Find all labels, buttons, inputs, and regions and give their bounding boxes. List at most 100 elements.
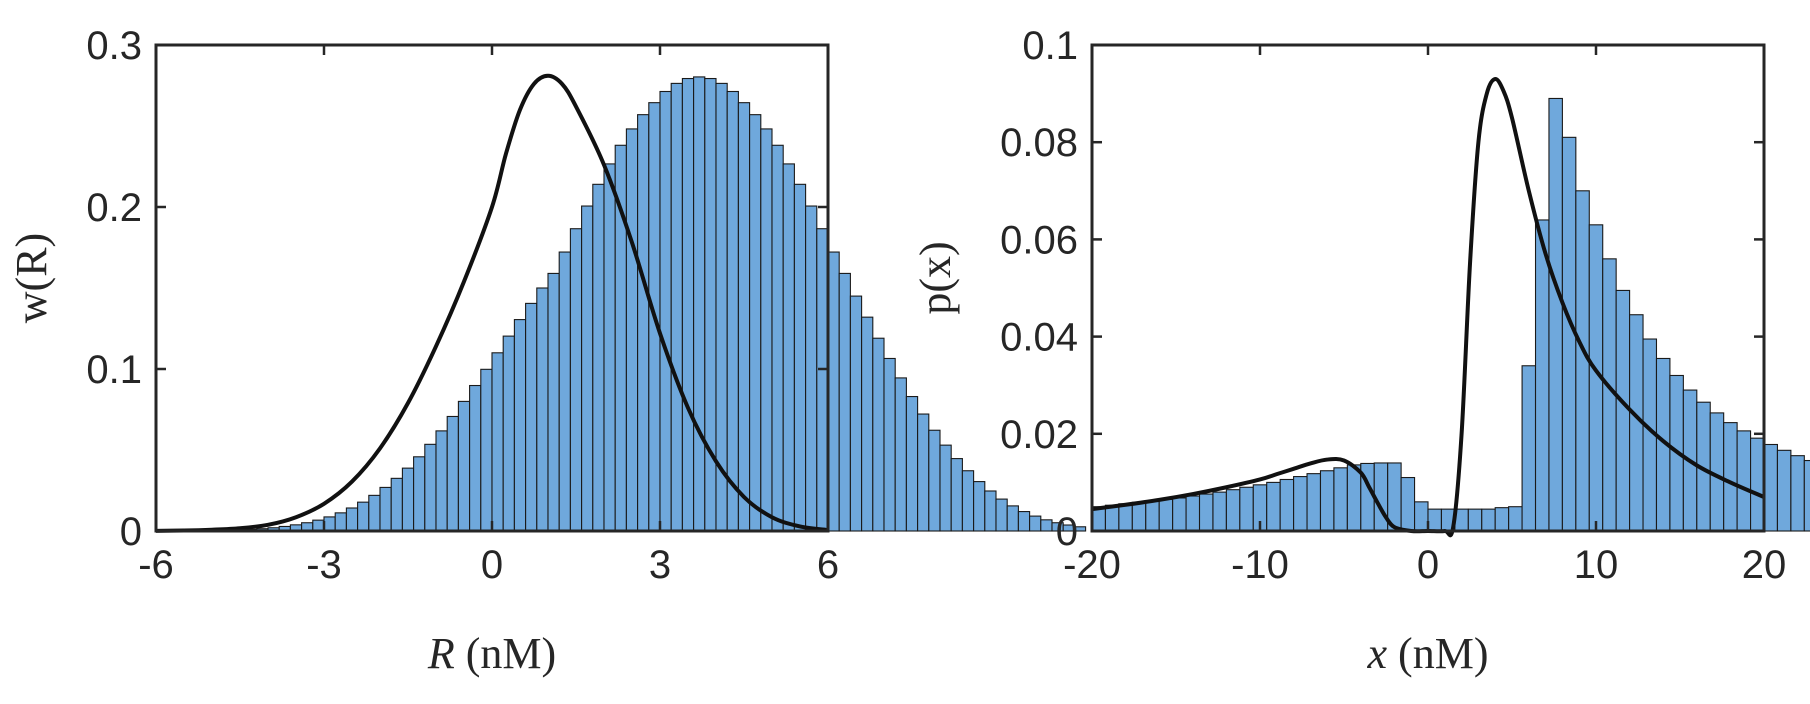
histogram-bar-left: [491, 352, 504, 532]
histogram-bar-left: [737, 102, 751, 532]
histogram-bar-left: [816, 228, 829, 532]
histogram-bar-left: [345, 507, 359, 532]
histogram-bar-right: [1615, 289, 1631, 532]
histogram-bar-left: [401, 467, 415, 532]
histogram-bar-left: [995, 498, 1008, 532]
x-tick-label-right: -10: [1231, 543, 1289, 587]
histogram-bar-left: [681, 77, 695, 532]
histogram-bar-left: [905, 395, 919, 532]
histogram-bar-left: [1029, 515, 1042, 532]
histogram-bar-left: [558, 251, 571, 532]
fit-curve-left: [155, 73, 829, 533]
histogram-bar-left: [928, 429, 941, 532]
histogram-bar-right: [1293, 476, 1308, 532]
x-axis-label-left: R (nM): [427, 629, 556, 678]
histogram-bar-right: [1803, 459, 1810, 532]
histogram-bar-right: [1763, 443, 1778, 532]
histogram-bar-left: [961, 470, 975, 532]
histogram-bar-left: [457, 400, 471, 532]
histogram-bar-left: [547, 272, 560, 532]
histogram-bars-right: [1091, 97, 1810, 532]
panel-left: -6 -3 0 3 6 0 0.1 0.2 0.3 R (nM) w(R): [7, 24, 1087, 678]
histogram-bar-left: [939, 444, 952, 532]
histogram-bar-right: [1414, 501, 1429, 532]
histogram-bar-right: [1481, 508, 1496, 532]
histogram-bar-left: [973, 481, 986, 532]
histogram-bar-right: [1333, 467, 1348, 532]
histogram-bar-left: [883, 357, 896, 532]
ticks-right: -20 -10 0 10 20 0 0.02 0.04 0.06 0.08 0.1: [1000, 24, 1786, 587]
histogram-bar-left: [659, 90, 672, 532]
x-tick-label-right: 20: [1742, 543, 1787, 587]
histogram-bar-left: [357, 501, 370, 532]
x-tick-label-left: -3: [306, 543, 342, 587]
histogram-bar-left: [782, 163, 795, 532]
histogram-bar-left: [1006, 505, 1019, 532]
histogram-bar-left: [435, 430, 448, 532]
y-tick-label-right: 0.02: [1000, 413, 1078, 457]
histogram-bar-right: [1225, 489, 1241, 532]
histogram-bar-left: [950, 458, 963, 532]
histogram-bar-left: [469, 384, 482, 532]
histogram-bar-left: [637, 114, 650, 532]
y-tick-label-right: 0.04: [1000, 316, 1078, 360]
histogram-bar-right: [1212, 491, 1227, 532]
histogram-bar-left: [536, 287, 549, 532]
histogram-bar-left: [581, 205, 594, 532]
histogram-bar-right: [1750, 437, 1765, 532]
histogram-bar-right: [1279, 478, 1295, 532]
y-tick-label-left: 0.3: [86, 24, 142, 68]
x-tick-label-right: 10: [1574, 543, 1619, 587]
histogram-bar-left: [1073, 526, 1087, 532]
histogram-bar-left: [917, 413, 930, 532]
histogram-bar-left: [849, 295, 863, 532]
x-tick-label-left: 0: [481, 543, 503, 587]
histogram-bar-right: [1346, 464, 1362, 532]
histogram-bar-left: [749, 114, 762, 532]
histogram-bar-left: [334, 512, 347, 532]
y-tick-label-right: 0.06: [1000, 218, 1078, 262]
y-axis-label-left: w(R): [7, 233, 56, 323]
x-tick-label-right: 0: [1417, 543, 1439, 587]
x-axis-label-right: x (nM): [1367, 629, 1489, 678]
histogram-bar-right: [1172, 497, 1187, 532]
fit-curve-right: [1091, 77, 1765, 538]
histogram-bar-left: [861, 316, 874, 532]
histogram-bar-left: [569, 228, 583, 532]
x-tick-label-left: 3: [649, 543, 671, 587]
histogram-bar-right: [1306, 473, 1322, 532]
histogram-bar-left: [592, 183, 605, 532]
histogram-bar-left: [726, 90, 739, 532]
x-tick-label-right: -20: [1063, 543, 1121, 587]
y-tick-label-left: 0: [120, 510, 142, 554]
y-tick-label-left: 0.2: [86, 186, 142, 230]
histogram-bar-left: [771, 144, 784, 532]
histogram-bar-right: [1534, 219, 1550, 532]
histogram-bar-left: [502, 335, 515, 532]
histogram-bar-right: [1494, 507, 1510, 532]
histogram-bar-right: [1131, 501, 1147, 532]
histogram-bar-left: [625, 128, 639, 532]
histogram-bar-left: [390, 477, 403, 532]
histogram-bar-right: [1266, 481, 1281, 532]
histogram-bar-left: [513, 319, 527, 532]
histogram-bar-right: [1118, 503, 1133, 532]
histogram-bar-right: [1521, 365, 1537, 532]
x-tick-label-left: -6: [138, 543, 174, 587]
histogram-bar-right: [1400, 476, 1416, 532]
histogram-bar-left: [413, 456, 426, 532]
histogram-bar-left: [693, 76, 706, 532]
histogram-bar-left: [984, 490, 997, 532]
y-tick-label-right: 0.1: [1022, 24, 1078, 68]
histogram-bar-left: [894, 377, 907, 532]
histogram-bar-left: [793, 183, 807, 532]
x-tick-label-left: 6: [817, 543, 839, 587]
histogram-bar-right: [1790, 455, 1805, 532]
histogram-bar-left: [805, 205, 818, 532]
histogram-bar-left: [670, 82, 683, 532]
histogram-bar-left: [760, 128, 773, 532]
histogram-bar-right: [1427, 508, 1442, 532]
panel-right: -20 -10 0 10 20 0 0.02 0.04 0.06 0.08 0.1 x (nM) p…: [911, 24, 1810, 678]
histogram-bar-right: [1776, 449, 1792, 532]
histogram-bar-right: [1185, 495, 1201, 532]
